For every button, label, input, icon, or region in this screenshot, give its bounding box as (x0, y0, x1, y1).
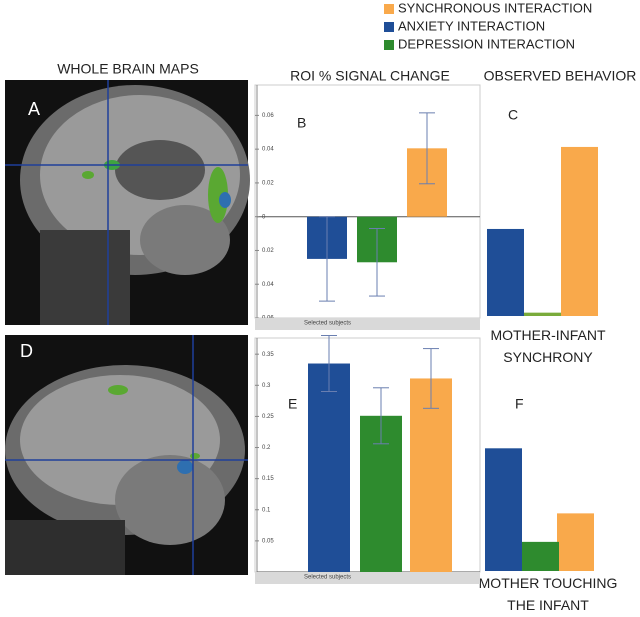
panel-letter: E (288, 396, 297, 412)
y-tick-label: 0.04 (262, 282, 274, 288)
panel-letter: F (515, 396, 524, 412)
error-bar (423, 348, 439, 409)
y-tick-label: 0.02 (262, 181, 274, 187)
x-axis-label: Selected subjects (304, 575, 351, 581)
bar (561, 146, 598, 316)
bar (487, 228, 524, 316)
legend-label: SYNCHRONOUS INTERACTION (398, 0, 592, 15)
error-bar (419, 112, 435, 185)
y-tick-label: 0.35 (262, 352, 274, 358)
brain-image-a (5, 80, 250, 325)
y-tick-label: 0.04 (262, 147, 274, 153)
legend-swatch (384, 40, 394, 50)
legend-swatch (384, 4, 394, 14)
heading: OBSERVED BEHAVIOR (484, 68, 637, 84)
x-label-band (255, 318, 480, 330)
heading: ROI % SIGNAL CHANGE (290, 68, 450, 84)
y-tick-label: 0.15 (262, 476, 274, 482)
caption: MOTHER TOUCHING THE INFANT (479, 575, 618, 612)
bar (524, 312, 561, 316)
bar (522, 541, 559, 571)
error-bar (319, 216, 335, 302)
error-bar (369, 228, 385, 297)
caption: MOTHER-INFANT SYNCHRONY (490, 327, 606, 365)
brain-image-d (5, 335, 248, 575)
x-axis-label: Selected subjects (304, 321, 351, 327)
y-tick-label: 0 (262, 214, 266, 220)
error-bar (321, 335, 337, 393)
legend-label: DEPRESSION INTERACTION (398, 36, 575, 51)
panel-letter: B (297, 115, 306, 131)
y-tick-label: 0.25 (262, 414, 274, 420)
error-bar (373, 387, 389, 445)
panel-letter: A (28, 99, 40, 119)
panel-letter: C (508, 107, 518, 123)
bar (410, 378, 452, 572)
y-tick-label: 0.3 (262, 383, 271, 389)
y-tick-label: 0.05 (262, 538, 274, 544)
y-tick-label: 0.02 (262, 248, 274, 254)
x-label-band (255, 572, 480, 584)
legend-label: ANXIETY INTERACTION (398, 18, 545, 33)
panel-letter: D (20, 341, 33, 361)
bar (308, 363, 350, 572)
y-tick-label: 0.06 (262, 113, 274, 119)
y-tick-label: 0.1 (262, 507, 271, 513)
legend-swatch (384, 22, 394, 32)
heading: WHOLE BRAIN MAPS (57, 61, 199, 77)
y-tick-label: 0.2 (262, 445, 271, 451)
bar (557, 513, 594, 571)
bar (485, 448, 522, 571)
